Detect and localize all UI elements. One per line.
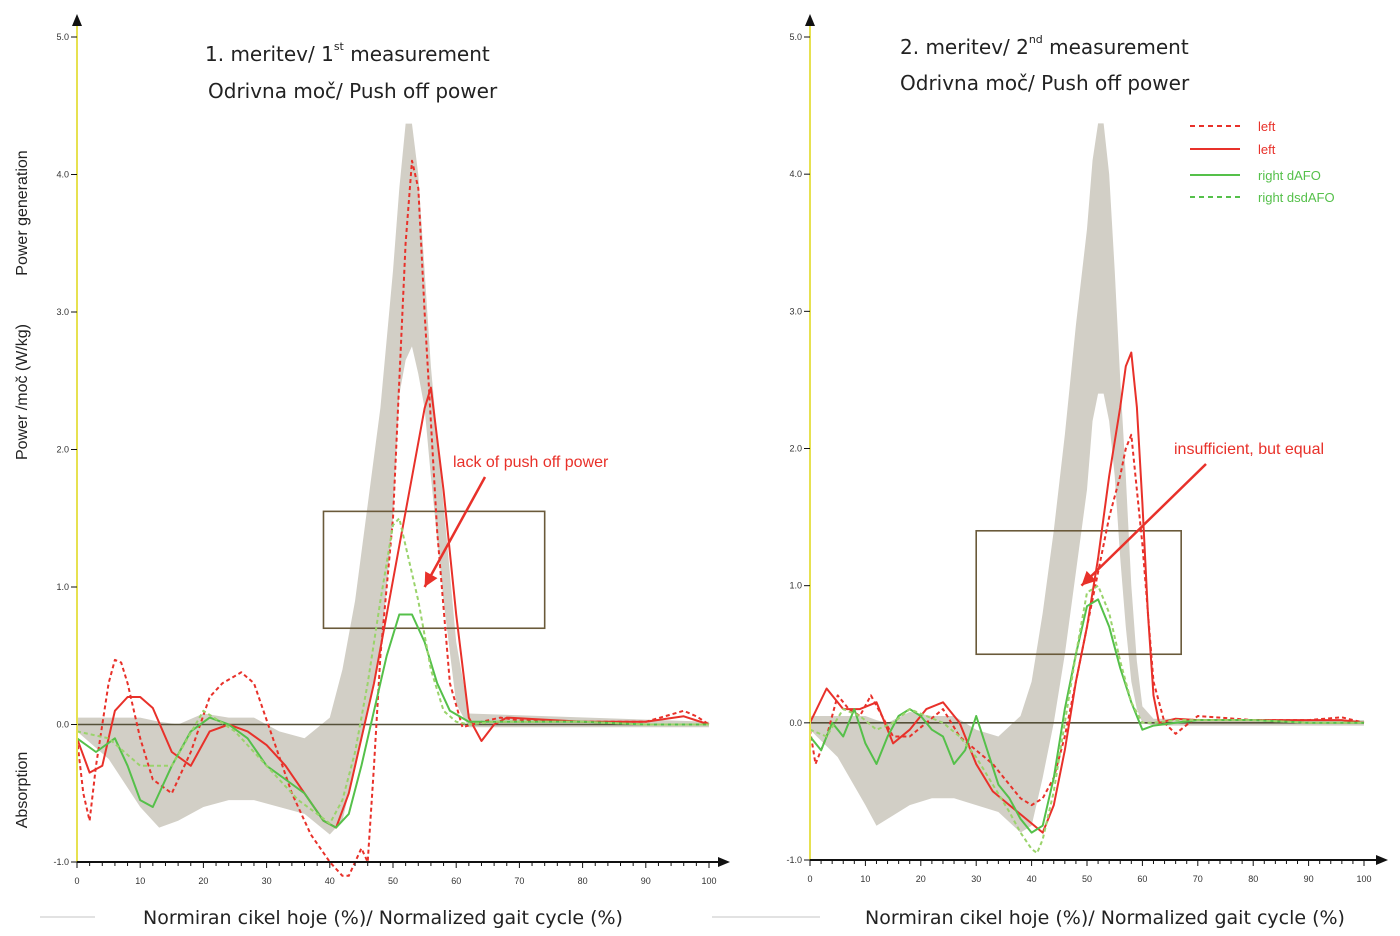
- series-line-3: [76, 613, 709, 829]
- chart-subtitle: Odrivna moč/ Push off power: [208, 79, 498, 103]
- x-tick-label: 60: [1137, 874, 1147, 884]
- y-tick-label: -1.0: [786, 855, 802, 865]
- x-tick-label: 70: [1193, 874, 1203, 884]
- x-axis-label: Normiran cikel hoje (%)/ Normalized gait…: [865, 907, 1345, 929]
- y-tick-label: 2.0: [56, 445, 69, 455]
- chart-title: 1. meritev/ 1st measurement: [205, 40, 490, 66]
- y-tick-label: 1.0: [56, 582, 69, 592]
- x-tick-label: 30: [971, 874, 981, 884]
- y-tick-label: -1.0: [53, 857, 69, 867]
- y-tick-label: 3.0: [789, 306, 802, 316]
- x-tick-label: 30: [262, 876, 272, 886]
- x-tick-label: 0: [807, 874, 812, 884]
- chart-subtitle: Odrivna moč/ Push off power: [900, 71, 1190, 95]
- x-ticks: 0 10 20 30 40 50 60 70 80 90 100: [807, 860, 1372, 884]
- x-tick-label: 90: [1304, 874, 1314, 884]
- y-tick-label: 5.0: [789, 32, 802, 42]
- x-ticks: 0 10 20 30 40 50 60 70 80 90 100: [74, 862, 717, 886]
- annotation-box: [975, 529, 1182, 656]
- x-tick-label: 20: [916, 874, 926, 884]
- chart-panel-2: -1.0 0.0 1.0 2.0 3.0 4.0 5.0 0 10 20 30 40 50 60 70 80…: [712, 14, 1388, 929]
- x-tick-label: 40: [325, 876, 335, 886]
- x-axis-label: Normiran cikel hoje (%)/ Normalized gait…: [143, 907, 623, 929]
- x-tick-label: 50: [388, 876, 398, 886]
- y-axis-label-absorption: Absorption: [14, 752, 31, 829]
- chart-title: 2. meritev/ 2nd measurement: [900, 33, 1189, 59]
- y-ticks: -1.0 0.0 1.0 2.0 3.0 4.0 5.0: [786, 32, 810, 865]
- annotation-arrow-icon: [423, 476, 487, 588]
- x-tick-label: 100: [1356, 874, 1371, 884]
- annotation-box: [322, 510, 546, 630]
- y-axis-arrow-icon: [72, 14, 82, 26]
- series-line-3: [809, 598, 1364, 834]
- series-group: [809, 351, 1365, 855]
- series-line-1: [809, 433, 1365, 807]
- x-tick-label: 20: [198, 876, 208, 886]
- legend-label: right dsdAFO: [1258, 190, 1335, 205]
- x-tick-label: 80: [578, 876, 588, 886]
- y-ticks: -1.0 0.0 1.0 2.0 3.0 4.0 5.0: [53, 32, 77, 867]
- x-tick-label: 50: [1082, 874, 1092, 884]
- y-tick-label: 0.0: [789, 718, 802, 728]
- y-tick-label: 1.0: [789, 581, 802, 591]
- x-tick-label: 60: [451, 876, 461, 886]
- y-axis-label: Power /moč (W/kg): [14, 324, 31, 460]
- y-tick-label: 4.0: [56, 170, 69, 180]
- annotation-arrow-icon: [1080, 463, 1207, 587]
- chart-panel-1: -1.0 0.0 1.0 2.0 3.0 4.0 5.0 0 10 20 30 40 50 60 70 80…: [14, 14, 730, 929]
- x-tick-label: 0: [74, 876, 79, 886]
- y-tick-label: 5.0: [56, 32, 69, 42]
- arrow-shaft: [1080, 463, 1207, 587]
- series-line-4: [76, 517, 709, 825]
- y-axis-label-generation: Power generation: [14, 150, 31, 275]
- arrow-head: [1081, 570, 1097, 586]
- y-tick-label: 0.0: [56, 720, 69, 730]
- normal-range-area: [77, 123, 709, 835]
- x-tick-label: 70: [514, 876, 524, 886]
- arrow-head: [424, 571, 438, 587]
- x-axis-arrow-icon: [718, 857, 730, 867]
- x-tick-label: 10: [860, 874, 870, 884]
- series-group: [76, 159, 710, 877]
- y-tick-label: 2.0: [789, 444, 802, 454]
- annotation-text: lack of push off power: [453, 454, 609, 471]
- arrow-shaft: [423, 476, 487, 588]
- y-tick-label: 4.0: [789, 169, 802, 179]
- normal-range-band: [810, 123, 1364, 833]
- x-tick-label: 10: [135, 876, 145, 886]
- legend-label: right dAFO: [1258, 168, 1321, 183]
- y-tick-label: 3.0: [56, 307, 69, 317]
- normal-range-area: [810, 123, 1364, 833]
- x-tick-label: 80: [1248, 874, 1258, 884]
- x-tick-label: 40: [1027, 874, 1037, 884]
- legend-label: left: [1258, 119, 1276, 134]
- normal-range-band: [77, 123, 709, 835]
- legend-label: left: [1258, 142, 1276, 157]
- x-tick-label: 100: [701, 876, 716, 886]
- legend: left left right dAFO right dsdAFO: [1190, 119, 1335, 205]
- annotation-text: insufficient, but equal: [1174, 441, 1324, 458]
- y-axis-arrow-icon: [805, 14, 815, 26]
- x-tick-label: 90: [641, 876, 651, 886]
- x-axis-arrow-icon: [1376, 855, 1388, 865]
- series-line-2: [76, 386, 710, 829]
